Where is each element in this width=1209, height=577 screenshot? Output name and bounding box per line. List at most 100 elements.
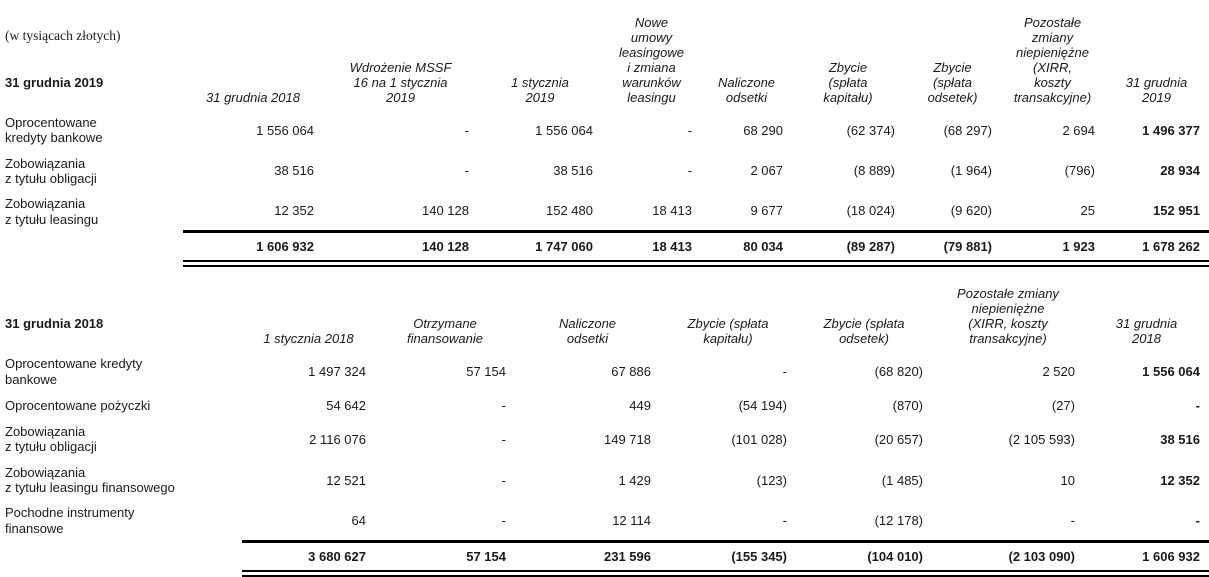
value-cell: (20 657) bbox=[874, 431, 923, 447]
value-cell: 10 bbox=[1060, 472, 1075, 488]
row-label: Oprocentowane kredyty bankowe bbox=[5, 356, 143, 387]
value-cell: (27) bbox=[1051, 398, 1075, 414]
total-cell: 57 154 bbox=[375, 539, 515, 577]
value-cell: 2 067 bbox=[750, 163, 783, 179]
column-header-zbycie-splata-odsetek: Zbycie (spłata odsetek) bbox=[823, 316, 905, 347]
corner-header-2018: 31 grudnia 2018 bbox=[0, 279, 242, 351]
value-cell: 1 556 064 bbox=[535, 122, 593, 138]
total-cell: 1 923 bbox=[1001, 230, 1104, 268]
header-row-2019: (w tysiącach złotych) 31 grudnia 2019 31… bbox=[0, 0, 1209, 110]
column-header-31-grudnia-2018: 31 grudnia 2018 bbox=[1115, 316, 1178, 347]
value-cell: (12 178) bbox=[874, 512, 923, 528]
value-cell: 140 128 bbox=[422, 203, 469, 219]
value-cell: 64 bbox=[351, 512, 366, 528]
total-row-2019: 1 606 932 140 128 1 747 060 18 413 80 03… bbox=[0, 230, 1209, 268]
total-cell: 80 034 bbox=[701, 230, 792, 268]
column-header-31-grudnia-2018: 31 grudnia 2018 bbox=[206, 89, 300, 105]
corner-header-2019: (w tysiącach złotych) 31 grudnia 2019 bbox=[0, 0, 183, 110]
column-header-pozostale-zmiany: Pozostałe zmiany niepieniężne (XIRR, kos… bbox=[1013, 14, 1092, 105]
column-header-zbycie-splata-odsetek: Zbycie (spłata odsetek) bbox=[927, 59, 978, 105]
value-cell: - bbox=[464, 163, 469, 179]
value-cell: 149 718 bbox=[604, 431, 651, 447]
value-cell: 2 694 bbox=[1062, 122, 1095, 138]
total-cell: 1 747 060 bbox=[478, 230, 602, 268]
column-header-1-stycznia-2019: 1 stycznia 2019 bbox=[511, 74, 569, 105]
table-liabilities-movements-2019: (w tysiącach złotych) 31 grudnia 2019 31… bbox=[0, 0, 1209, 268]
value-cell: 12 521 bbox=[326, 472, 366, 488]
value-cell: - bbox=[687, 122, 692, 138]
value-cell: - bbox=[501, 431, 506, 447]
value-cell: 12 352 bbox=[1160, 472, 1200, 488]
value-cell: - bbox=[1195, 512, 1200, 528]
value-cell: 1 556 064 bbox=[256, 122, 314, 138]
value-cell: 38 516 bbox=[1160, 431, 1200, 447]
value-cell: (18 024) bbox=[846, 203, 895, 219]
row-label: Zobowiązania z tytułu leasingu finansowe… bbox=[5, 464, 175, 496]
table-row: Zobowiązania z tytułu obligacji 38 516 -… bbox=[0, 151, 1209, 192]
table-row: Zobowiązania z tytułu obligacji 2 116 07… bbox=[0, 419, 1209, 460]
value-cell: 2 520 bbox=[1042, 364, 1075, 380]
value-cell: 28 934 bbox=[1160, 163, 1200, 179]
value-cell: (1 964) bbox=[950, 163, 992, 179]
total-cell: 1 606 932 bbox=[183, 230, 323, 268]
column-header-naliczone-odsetki: Naliczone odsetki bbox=[717, 74, 776, 105]
total-cell: 140 128 bbox=[323, 230, 478, 268]
value-cell: 25 bbox=[1080, 203, 1095, 219]
table-row: Pochodne instrumenty finansowe 64 - 12 1… bbox=[0, 500, 1209, 541]
value-cell: 38 516 bbox=[274, 163, 314, 179]
total-cell: 231 596 bbox=[515, 539, 660, 577]
total-cell: (155 345) bbox=[660, 539, 796, 577]
column-header-zbycie-splata-kapitalu: Zbycie (spłata kapitału) bbox=[823, 59, 873, 105]
table-title-2018: 31 grudnia 2018 bbox=[5, 316, 104, 332]
total-row-label bbox=[0, 541, 242, 573]
value-cell: - bbox=[782, 512, 787, 528]
value-cell: (54 194) bbox=[738, 398, 787, 414]
column-header-wdrozenie-mssf16: Wdrożenie MSSF 16 na 1 stycznia 2019 bbox=[349, 59, 452, 105]
total-cell: 1 606 932 bbox=[1084, 539, 1209, 577]
value-cell: (796) bbox=[1064, 163, 1095, 179]
value-cell: (62 374) bbox=[846, 122, 895, 138]
total-row-2018: 3 680 627 57 154 231 596 (155 345) (104 … bbox=[0, 539, 1209, 577]
row-label: Zobowiązania z tytułu obligacji bbox=[5, 424, 97, 455]
table-row: Oprocentowane kredyty bankowe 1 556 064 … bbox=[0, 110, 1209, 151]
value-cell: - bbox=[782, 364, 787, 380]
column-header-naliczone-odsetki: Naliczone odsetki bbox=[558, 316, 617, 347]
value-cell: 12 352 bbox=[274, 203, 314, 219]
value-cell: 152 480 bbox=[546, 203, 593, 219]
value-cell: 9 677 bbox=[750, 203, 783, 219]
column-header-nowe-umowy-leasingowe: Nowe umowy leasingowe i zmiana warunków … bbox=[618, 14, 685, 105]
table-title-2019: 31 grudnia 2019 bbox=[5, 74, 104, 90]
total-row-label bbox=[0, 232, 183, 264]
value-cell: 1 497 324 bbox=[308, 364, 366, 380]
value-cell: (68 820) bbox=[874, 364, 923, 380]
total-cell: 3 680 627 bbox=[242, 539, 375, 577]
value-cell: 449 bbox=[629, 398, 651, 414]
column-header-pozostale-zmiany: Pozostałe zmiany niepieniężne (XIRR, kos… bbox=[957, 286, 1059, 347]
header-row-2018: 31 grudnia 2018 1 stycznia 2018 Otrzyman… bbox=[0, 279, 1209, 351]
value-cell: (870) bbox=[892, 398, 923, 414]
row-label: Zobowiązania z tytułu obligacji bbox=[5, 155, 97, 186]
value-cell: - bbox=[501, 512, 506, 528]
value-cell: (8 889) bbox=[853, 163, 895, 179]
value-cell: 38 516 bbox=[553, 163, 593, 179]
value-cell: - bbox=[1195, 398, 1200, 414]
value-cell: 67 886 bbox=[611, 364, 651, 380]
value-cell: 2 116 076 bbox=[309, 431, 366, 447]
total-cell: (79 881) bbox=[904, 230, 1001, 268]
value-cell: 54 642 bbox=[326, 398, 366, 414]
value-cell: (9 620) bbox=[950, 203, 992, 219]
table-row: Zobowiązania z tytułu leasingu finansowe… bbox=[0, 460, 1209, 501]
total-cell: (104 010) bbox=[796, 539, 932, 577]
column-header-31-grudnia-2019: 31 grudnia 2019 bbox=[1125, 74, 1188, 105]
value-cell: (2 105 593) bbox=[1008, 431, 1076, 447]
total-cell: (89 287) bbox=[792, 230, 904, 268]
value-cell: 1 429 bbox=[618, 472, 651, 488]
total-cell: 1 678 262 bbox=[1104, 230, 1209, 268]
table-row: Zobowiązania z tytułu leasingu 12 352 14… bbox=[0, 191, 1209, 232]
value-cell: - bbox=[464, 122, 469, 138]
value-cell: 1 496 377 bbox=[1142, 122, 1200, 138]
units-label: (w tysiącach złotych) bbox=[5, 28, 121, 44]
value-cell: 18 413 bbox=[652, 203, 692, 219]
value-cell: 12 114 bbox=[612, 512, 651, 528]
column-header-otrzymane-finansowanie: Otrzymane finansowanie bbox=[407, 316, 483, 347]
